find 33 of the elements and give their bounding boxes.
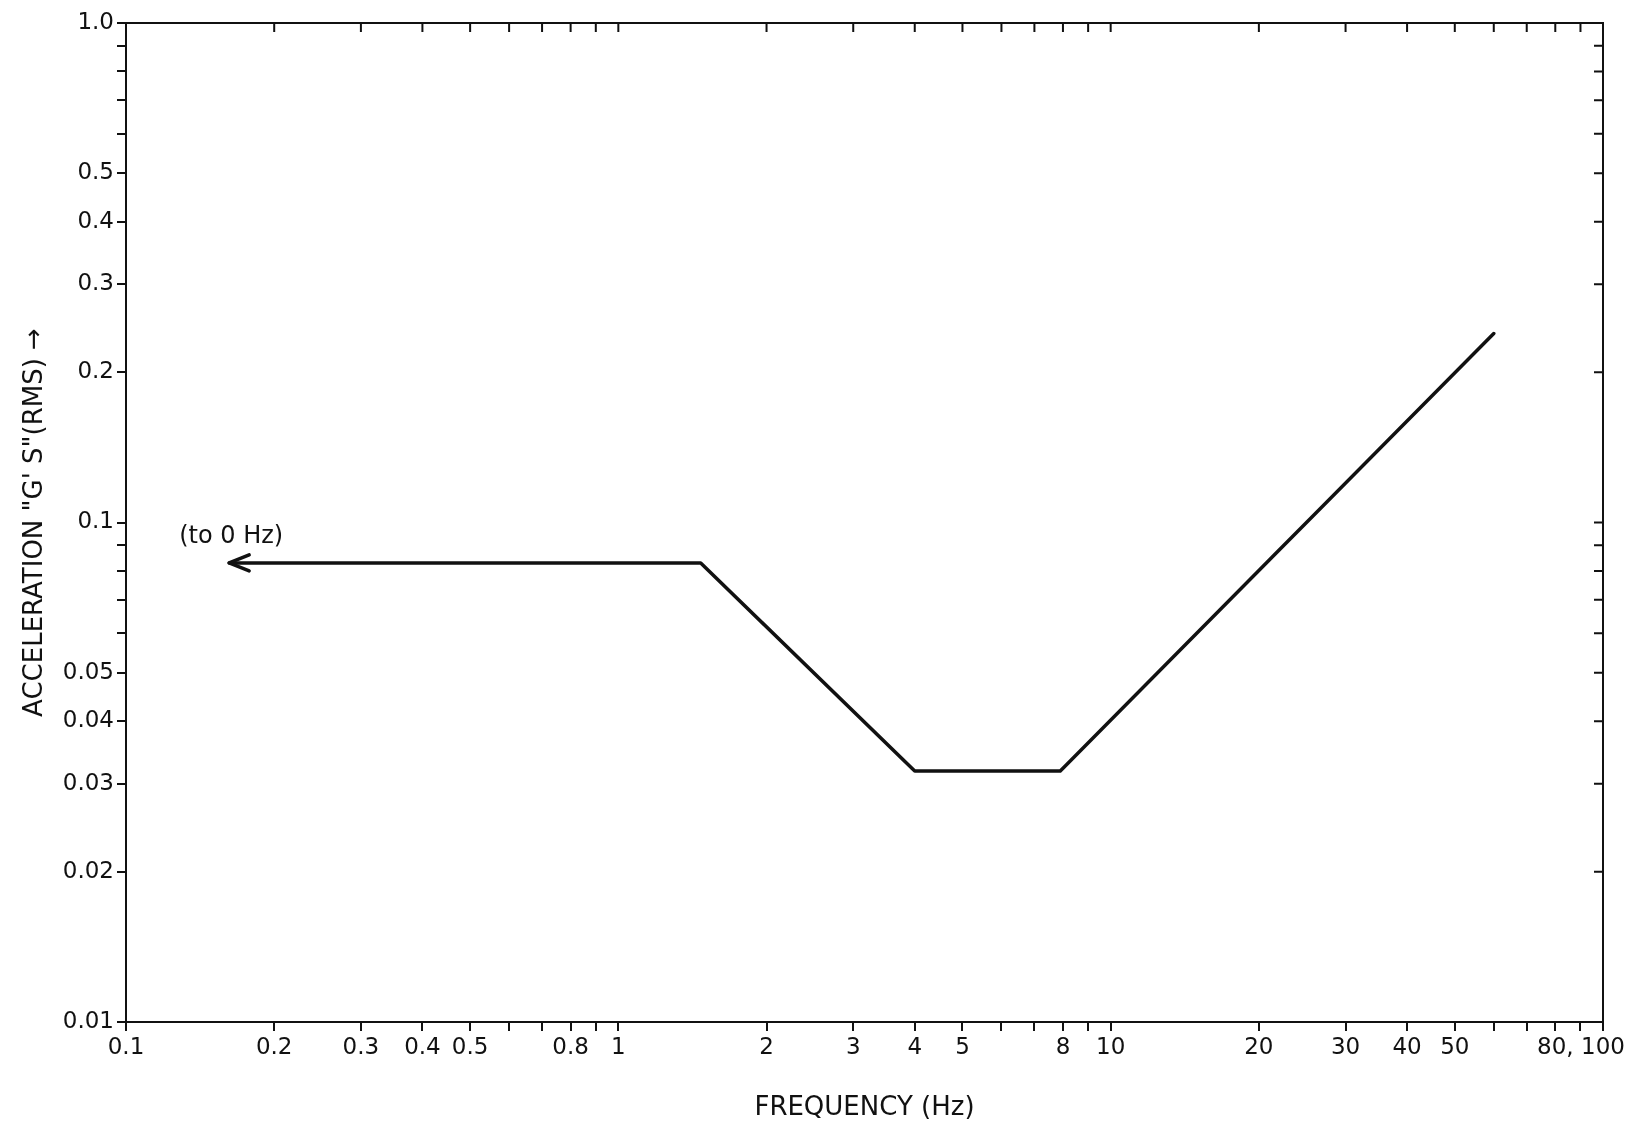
y-tick-label: 0.2 — [77, 357, 114, 384]
x-tick-label: 4 — [907, 1032, 923, 1059]
y-tick-label: 0.04 — [62, 706, 114, 733]
x-axis-title: FREQUENCY (Hz) — [754, 1091, 975, 1122]
y-tick-label: 0.3 — [77, 269, 114, 296]
x-tick-label: 0.5 — [451, 1032, 489, 1059]
y-tick-label: 0.1 — [77, 507, 114, 534]
x-tick-label: 3 — [845, 1032, 861, 1059]
x-tick-label: 0.1 — [107, 1032, 145, 1059]
annotation: (to 0 Hz) — [179, 521, 284, 550]
x-tick-label: 2 — [759, 1032, 774, 1059]
x-tick-label: 30 — [1330, 1032, 1361, 1059]
x-tick-label: 0.2 — [255, 1032, 293, 1059]
x-tick-label: 0.8 — [552, 1032, 589, 1059]
y-tick-label: 1.0 — [77, 7, 114, 34]
x-tick-label: 8 — [1055, 1032, 1071, 1059]
x-tick-label: 80, — [1537, 1032, 1574, 1059]
x-tick-label: 40 — [1392, 1032, 1422, 1059]
x-tick-label: 10 — [1096, 1032, 1126, 1059]
x-tick-label: 20 — [1244, 1032, 1274, 1059]
y-tick-label: 0.03 — [62, 768, 114, 795]
y-tick-label: 0.5 — [77, 158, 114, 185]
x-tick-label: 0.3 — [342, 1032, 380, 1059]
y-tick-label: 0.01 — [62, 1006, 114, 1033]
y-axis-title: ACCELERATION "G' S"(RMS) → — [18, 328, 49, 717]
y-tick-label: 0.05 — [62, 657, 114, 684]
x-tick-label: 0.4 — [404, 1032, 441, 1059]
x-tick-label: 100 — [1581, 1032, 1625, 1059]
y-tick-label: 0.4 — [77, 206, 114, 233]
y-tick-label: 0.02 — [62, 856, 114, 883]
x-tick-label: 1 — [611, 1032, 626, 1059]
x-tick-label: 5 — [955, 1032, 970, 1059]
x-tick-label: 50 — [1440, 1032, 1470, 1059]
